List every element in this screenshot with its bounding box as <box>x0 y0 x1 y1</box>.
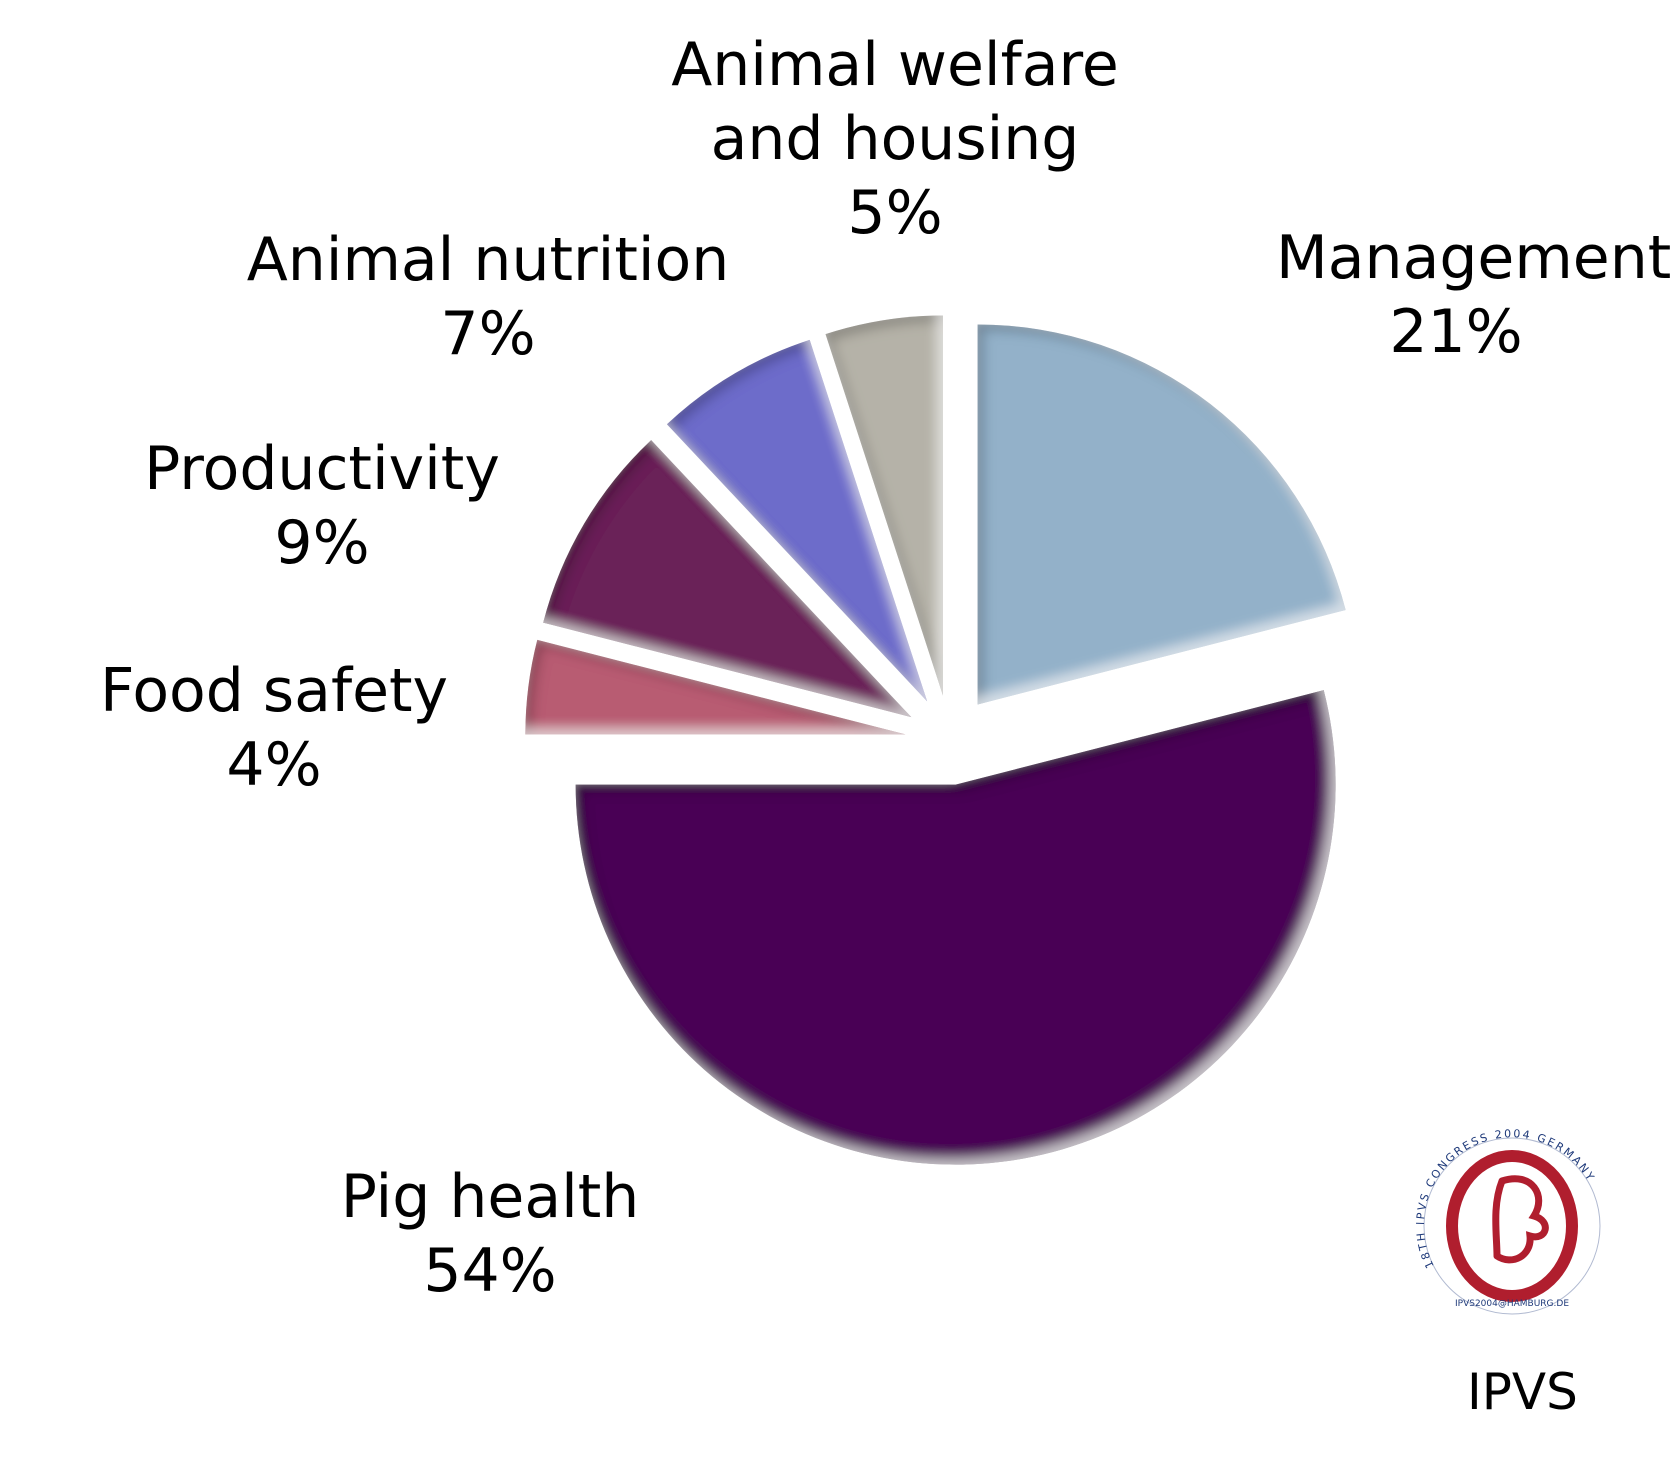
slice-animal-welfare-and-housing <box>825 315 943 696</box>
label-animal-welfare-line1: Animal welfare <box>671 30 1119 100</box>
label-management-name: Management <box>1276 223 1672 293</box>
label-animal-nutrition-name: Animal nutrition <box>246 225 730 295</box>
label-animal-welfare: Animal welfare and housing 5% <box>655 28 1135 250</box>
label-animal-nutrition-value: 7% <box>440 299 536 369</box>
label-food-safety-name: Food safety <box>99 656 449 726</box>
logo-text: IPVS <box>1467 1363 1578 1421</box>
ipvs-logo: 18TH IPVS CONGRESS 2004 GERMANY IPVS2004… <box>1414 1127 1601 1315</box>
logo-ring-subtext: IPVS2004@HAMBURG.DE <box>1455 1299 1569 1309</box>
slice-food-safety <box>525 639 906 735</box>
logo-red-ring <box>1446 1150 1578 1302</box>
label-productivity-value: 9% <box>274 508 370 578</box>
slice-productivity <box>543 440 912 718</box>
label-productivity-name: Productivity <box>144 434 500 504</box>
label-pig-health-value: 54% <box>423 1236 557 1306</box>
label-food-safety-value: 4% <box>226 730 322 800</box>
label-animal-welfare-value: 5% <box>847 178 943 248</box>
logo-pig-mark <box>1492 1175 1549 1264</box>
label-management: Management 21% <box>1276 221 1672 369</box>
logo-outer-ring <box>1423 1137 1601 1315</box>
slice-animal-nutrition <box>666 339 928 702</box>
label-animal-welfare-line2: and housing <box>710 104 1080 174</box>
label-pig-health: Pig health 54% <box>330 1160 650 1308</box>
slice-pig-health <box>575 690 1336 1165</box>
slice-management <box>977 324 1346 705</box>
label-productivity: Productivity 9% <box>142 432 502 580</box>
label-management-value: 21% <box>1389 297 1523 367</box>
label-pig-health-name: Pig health <box>340 1162 640 1232</box>
label-food-safety: Food safety 4% <box>94 654 454 802</box>
label-animal-nutrition: Animal nutrition 7% <box>228 223 748 371</box>
